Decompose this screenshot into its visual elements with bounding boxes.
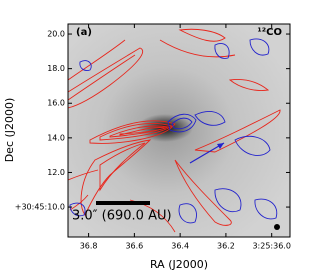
figure: 3.0″ (690.0 AU) (a) ¹²CO RA (J2000) Dec … [3,23,291,271]
scale-bar [96,201,150,205]
y-tick-label: 20.0 [47,30,65,39]
y-axis-label: Dec (J2000) [3,98,16,163]
x-tick-label: 36.4 [171,242,189,251]
x-axis-label: RA (J2000) [150,258,208,271]
y-tick-label: 18.0 [47,64,65,73]
x-tick-label: 36.6 [125,242,143,251]
y-tick-label: 12.0 [47,168,65,177]
x-tick-label: 3:25:36.0 [252,242,290,251]
plot-frame [67,23,291,238]
y-tick-label: +30:45:10.0 [15,203,65,212]
panel-label: (a) [76,27,92,38]
annotation: ¹²CO [257,27,282,38]
x-tick-label: 36.8 [80,242,98,251]
y-tick-label: 16.0 [47,99,65,108]
map [68,24,290,237]
scale-bar-label: 3.0″ (690.0 AU) [72,209,172,224]
y-tick-label: 14.0 [47,133,65,142]
x-tick-label: 36.2 [217,242,235,251]
